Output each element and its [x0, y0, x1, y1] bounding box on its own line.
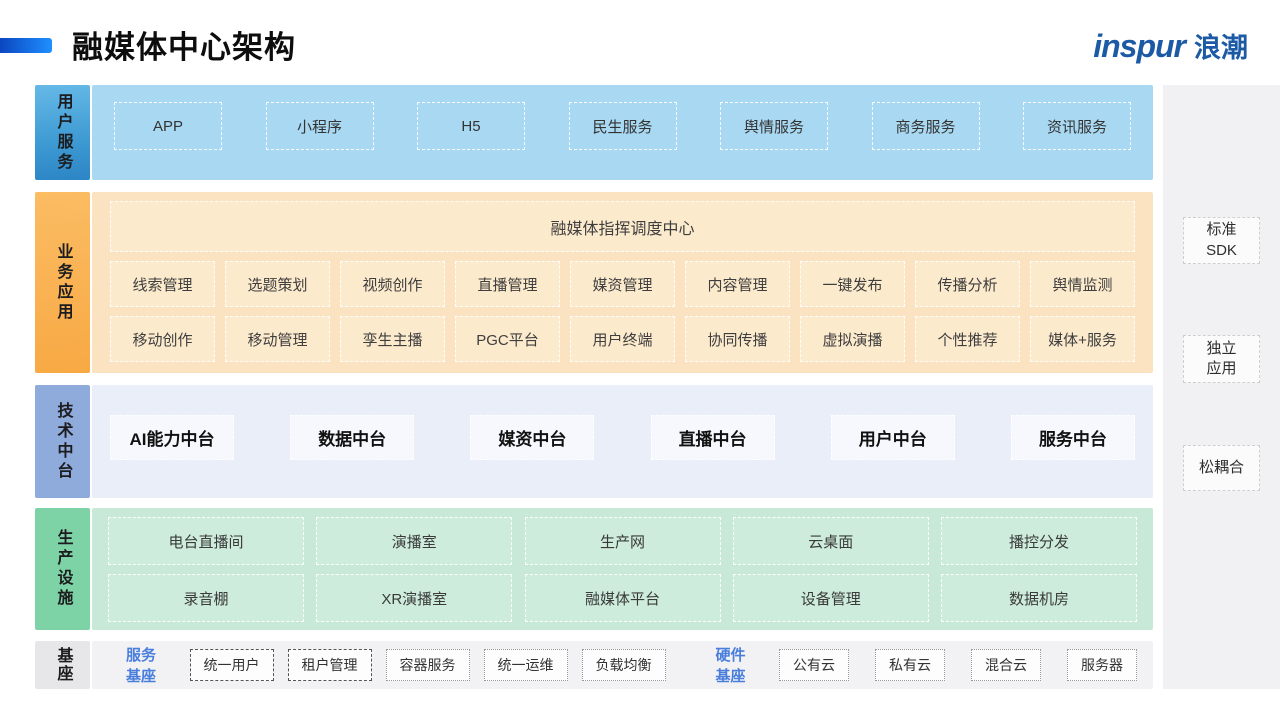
base-box-container: 容器服务: [385, 649, 470, 681]
section-label-text: 用户服务: [54, 92, 72, 173]
production-box: XR演播室: [316, 574, 513, 622]
sidebar-box-line: 松耦合: [1198, 458, 1244, 476]
sidebar-box-standard-sdk: 标准 SDK: [1183, 217, 1260, 264]
production-box: 演播室: [316, 517, 513, 565]
business-apps-content: 融媒体指挥调度中心 线索管理 选题策划 视频创作 直播管理 媒资管理 内容管理 …: [92, 192, 1153, 373]
section-production-facilities: 生产设施 电台直播间 演播室 生产网 云桌面 播控分发 录音棚 XR演播室 融媒…: [35, 508, 1153, 630]
section-label-text: 生产设施: [54, 529, 72, 609]
business-box: 一键发布: [800, 261, 905, 307]
section-tech-platform: 技术中台 AI能力中台 数据中台 媒资中台 直播中台 用户中台 服务中台: [35, 385, 1153, 498]
user-service-box-civic: 民生服务: [568, 102, 677, 150]
inspur-logo-chinese: 浪潮: [1194, 33, 1248, 63]
section-base: 基座 服务基座 统一用户 租户管理 容器服务 统一运维 负载均衡 硬件基座 公有…: [35, 641, 1153, 689]
base-box-public-cloud: 公有云: [779, 649, 849, 681]
business-box: 直播管理: [455, 261, 560, 307]
base-box-server: 服务器: [1067, 649, 1137, 681]
base-box-hybrid-cloud: 混合云: [971, 649, 1041, 681]
sidebar-box-loose-coupling: 松耦合: [1183, 445, 1260, 491]
business-box: 个性推荐: [915, 316, 1020, 362]
business-box: 孪生主播: [340, 316, 445, 362]
business-box: 舆情监测: [1030, 261, 1135, 307]
business-box: 传播分析: [915, 261, 1020, 307]
section-user-services: 用户服务 APP 小程序 H5 民生服务 舆情服务 商务服务 资讯服务: [35, 85, 1153, 180]
base-box-private-cloud: 私有云: [875, 649, 945, 681]
section-label-production: 生产设施: [35, 508, 90, 630]
base-box-tenant-mgmt: 租户管理: [287, 649, 372, 681]
tech-box-service: 服务中台: [1010, 415, 1135, 460]
sidebar-box-line: 独立: [1206, 339, 1237, 357]
business-box: 媒资管理: [570, 261, 675, 307]
section-label-base: 基座: [35, 641, 90, 689]
business-box: 移动创作: [110, 316, 215, 362]
business-box: 媒体+服务: [1030, 316, 1135, 362]
sidebar-box-line: 标准: [1206, 221, 1237, 239]
user-service-box-h5: H5: [417, 102, 525, 150]
base-box-unified-ops: 统一运维: [483, 649, 568, 681]
base-box-load-balance: 负载均衡: [581, 649, 666, 681]
production-box: 电台直播间: [108, 517, 304, 565]
section-label-text: 技术中台: [54, 401, 72, 482]
service-base-title: 服务基座: [126, 647, 157, 685]
right-sidebar: 标准 SDK 独立 应用 松耦合: [1163, 85, 1280, 689]
tech-box-live: 直播中台: [650, 415, 775, 460]
business-apps-row-1: 线索管理 选题策划 视频创作 直播管理 媒资管理 内容管理 一键发布 传播分析 …: [110, 261, 1135, 307]
sidebar-box-line: SDK: [1206, 241, 1237, 259]
section-label-business-apps: 业务应用: [35, 192, 90, 373]
page-title: 融媒体中心架构: [72, 30, 296, 65]
business-box: 虚拟演播: [800, 316, 905, 362]
section-business-apps: 业务应用 融媒体指挥调度中心 线索管理 选题策划 视频创作 直播管理 媒资管理 …: [35, 192, 1153, 373]
user-services-content: APP 小程序 H5 民生服务 舆情服务 商务服务 资讯服务: [92, 85, 1153, 180]
inspur-logo: inspur 浪潮: [1093, 30, 1248, 62]
business-box: 选题策划: [225, 261, 330, 307]
production-box: 录音棚: [108, 574, 304, 622]
hardware-base-title: 硬件基座: [715, 647, 746, 685]
production-box: 播控分发: [941, 517, 1137, 565]
sidebar-box-standalone-app: 独立 应用: [1183, 335, 1260, 383]
user-service-box-sentiment: 舆情服务: [720, 102, 828, 150]
business-box: 内容管理: [685, 261, 790, 307]
production-box: 融媒体平台: [524, 574, 721, 622]
production-box: 云桌面: [732, 517, 929, 565]
sidebar-box-line: 应用: [1206, 360, 1237, 377]
tech-box-ai: AI能力中台: [110, 415, 234, 460]
tech-platform-content: AI能力中台 数据中台 媒资中台 直播中台 用户中台 服务中台: [92, 385, 1153, 498]
business-box: 线索管理: [110, 261, 215, 307]
production-box: 设备管理: [732, 574, 929, 622]
section-label-user-services: 用户服务: [35, 85, 90, 180]
base-content: 服务基座 统一用户 租户管理 容器服务 统一运维 负载均衡 硬件基座 公有云 私…: [92, 641, 1153, 689]
user-service-box-miniprogram: 小程序: [265, 102, 374, 150]
section-label-text: 基座: [54, 647, 72, 683]
production-box: 数据机房: [941, 574, 1137, 622]
production-row-1: 电台直播间 演播室 生产网 云桌面 播控分发: [108, 517, 1137, 565]
base-box-unified-user: 统一用户: [189, 649, 274, 681]
business-box: 移动管理: [225, 316, 330, 362]
business-box: 视频创作: [340, 261, 445, 307]
tech-box-user: 用户中台: [830, 415, 955, 460]
production-row-2: 录音棚 XR演播室 融媒体平台 设备管理 数据机房: [108, 574, 1137, 622]
hardware-group: 公有云 私有云 混合云 服务器: [779, 649, 1137, 681]
command-dispatch-center-banner: 融媒体指挥调度中心: [110, 201, 1135, 252]
business-apps-row-2: 移动创作 移动管理 孪生主播 PGC平台 用户终端 协同传播 虚拟演播 个性推荐…: [110, 316, 1135, 362]
tech-box-media-asset: 媒资中台: [470, 415, 595, 460]
business-box: 协同传播: [685, 316, 790, 362]
user-service-box-news: 资讯服务: [1023, 102, 1131, 150]
tech-box-data: 数据中台: [290, 415, 415, 460]
section-label-text: 业务应用: [54, 242, 72, 323]
user-service-box-app: APP: [114, 102, 222, 150]
user-service-box-commerce: 商务服务: [871, 102, 980, 150]
inspur-logo-wordmark: inspur: [1093, 28, 1186, 64]
business-box: 用户终端: [570, 316, 675, 362]
business-box: PGC平台: [455, 316, 560, 362]
section-label-tech-platform: 技术中台: [35, 385, 90, 498]
title-accent-bar: [0, 38, 52, 53]
production-box: 生产网: [524, 517, 721, 565]
production-content: 电台直播间 演播室 生产网 云桌面 播控分发 录音棚 XR演播室 融媒体平台 设…: [92, 508, 1153, 630]
